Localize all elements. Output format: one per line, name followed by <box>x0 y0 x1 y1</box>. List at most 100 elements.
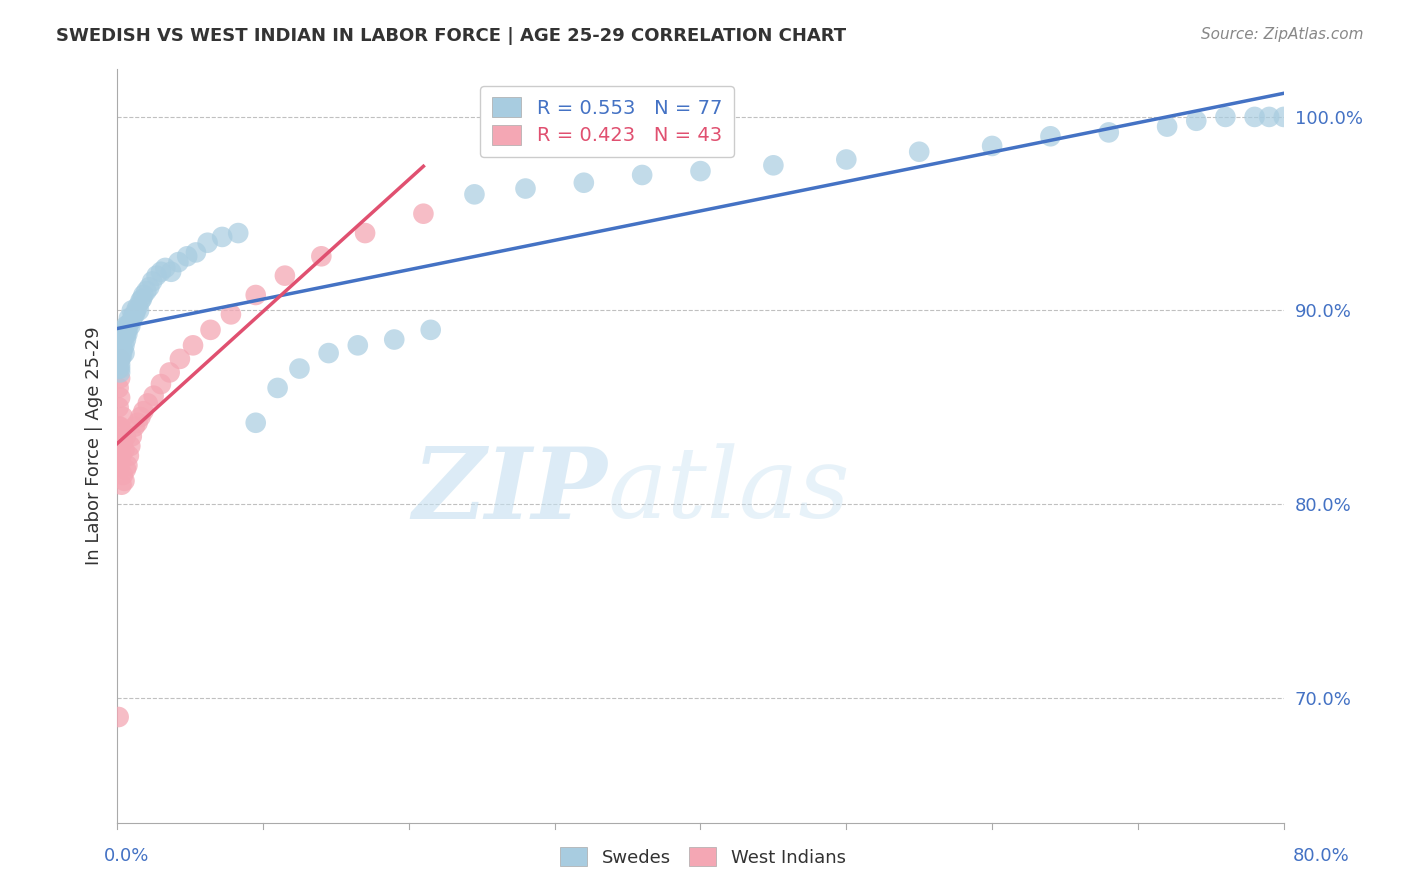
Swedes <box>108 351 131 366</box>
West Indians <box>127 416 149 430</box>
Swedes <box>110 342 132 356</box>
Swedes <box>127 300 149 314</box>
Swedes <box>160 265 183 279</box>
Swedes <box>346 338 368 352</box>
Swedes <box>120 318 142 333</box>
Swedes <box>572 176 595 190</box>
West Indians <box>107 361 129 376</box>
Swedes <box>288 361 311 376</box>
West Indians <box>107 710 129 724</box>
Swedes <box>129 293 152 308</box>
Swedes <box>107 338 129 352</box>
Text: Source: ZipAtlas.com: Source: ZipAtlas.com <box>1201 27 1364 42</box>
West Indians <box>129 409 152 424</box>
Swedes <box>515 181 537 195</box>
West Indians <box>114 442 136 457</box>
Swedes <box>132 288 155 302</box>
Text: SWEDISH VS WEST INDIAN IN LABOR FORCE | AGE 25-29 CORRELATION CHART: SWEDISH VS WEST INDIAN IN LABOR FORCE | … <box>56 27 846 45</box>
Swedes <box>110 333 132 347</box>
Swedes <box>141 275 163 289</box>
Swedes <box>631 168 654 182</box>
Legend: Swedes, West Indians: Swedes, West Indians <box>553 840 853 874</box>
Swedes <box>981 139 1004 153</box>
Swedes <box>111 323 134 337</box>
West Indians <box>132 404 155 418</box>
Swedes <box>108 361 131 376</box>
Swedes <box>1215 110 1237 124</box>
Swedes <box>111 333 134 347</box>
West Indians <box>181 338 204 352</box>
Swedes <box>118 311 141 326</box>
West Indians <box>107 401 129 415</box>
West Indians <box>124 419 146 434</box>
West Indians <box>108 419 131 434</box>
Swedes <box>835 153 858 167</box>
Swedes <box>110 346 132 360</box>
Swedes <box>167 255 190 269</box>
Swedes <box>1272 110 1295 124</box>
Swedes <box>108 336 131 351</box>
Swedes <box>211 230 233 244</box>
West Indians <box>142 389 165 403</box>
West Indians <box>412 207 434 221</box>
Swedes <box>1039 129 1062 144</box>
Text: 80.0%: 80.0% <box>1294 847 1350 865</box>
Swedes <box>1243 110 1265 124</box>
Swedes <box>131 292 153 306</box>
Swedes <box>117 323 139 337</box>
Swedes <box>114 338 136 352</box>
Swedes <box>115 333 138 347</box>
West Indians <box>200 323 222 337</box>
Swedes <box>762 158 785 172</box>
Text: atlas: atlas <box>607 443 849 539</box>
West Indians <box>111 435 134 450</box>
West Indians <box>108 351 131 366</box>
Swedes <box>122 310 145 324</box>
Swedes <box>138 280 160 294</box>
Swedes <box>118 317 141 331</box>
West Indians <box>245 288 267 302</box>
Legend: R = 0.553   N = 77, R = 0.423   N = 43: R = 0.553 N = 77, R = 0.423 N = 43 <box>481 86 734 157</box>
Swedes <box>135 284 157 298</box>
Swedes <box>689 164 711 178</box>
Swedes <box>108 366 131 380</box>
West Indians <box>311 249 333 263</box>
Swedes <box>266 381 288 395</box>
Y-axis label: In Labor Force | Age 25-29: In Labor Force | Age 25-29 <box>86 326 103 566</box>
Swedes <box>107 346 129 360</box>
Swedes <box>114 346 136 360</box>
West Indians <box>107 458 129 473</box>
Swedes <box>107 361 129 376</box>
Swedes <box>1185 113 1208 128</box>
West Indians <box>274 268 297 283</box>
Swedes <box>108 358 131 372</box>
Swedes <box>121 303 143 318</box>
Swedes <box>128 303 150 318</box>
Text: ZIP: ZIP <box>412 443 607 540</box>
Swedes <box>115 326 138 341</box>
West Indians <box>108 391 131 405</box>
Swedes <box>124 307 146 321</box>
West Indians <box>136 396 159 410</box>
West Indians <box>115 429 138 443</box>
West Indians <box>149 377 172 392</box>
Swedes <box>463 187 485 202</box>
Swedes <box>107 330 129 344</box>
West Indians <box>111 409 134 424</box>
West Indians <box>110 477 132 491</box>
West Indians <box>120 439 142 453</box>
West Indians <box>107 419 129 434</box>
Swedes <box>110 338 132 352</box>
West Indians <box>111 468 134 483</box>
West Indians <box>219 307 242 321</box>
West Indians <box>114 474 136 488</box>
Swedes <box>245 416 267 430</box>
West Indians <box>108 371 131 385</box>
Swedes <box>197 235 219 250</box>
Swedes <box>155 260 177 275</box>
Swedes <box>110 350 132 364</box>
Swedes <box>145 268 167 283</box>
West Indians <box>169 351 191 366</box>
Text: 0.0%: 0.0% <box>104 847 149 865</box>
West Indians <box>110 449 132 463</box>
